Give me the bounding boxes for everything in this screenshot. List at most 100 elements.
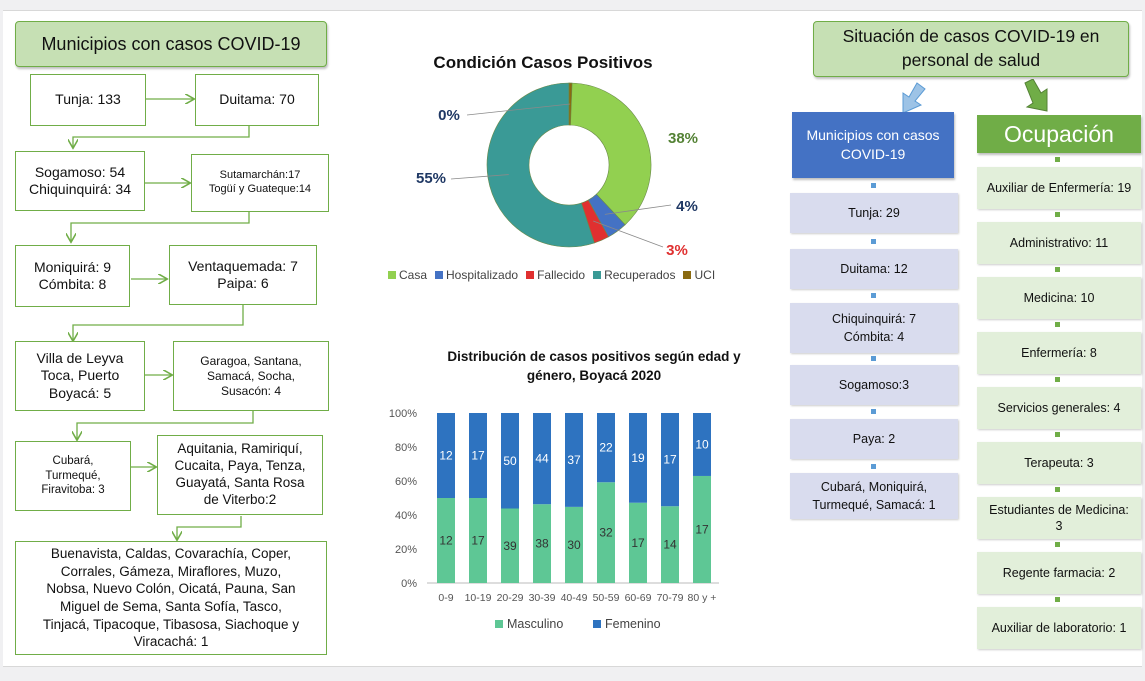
box-sogamoso: Sogamoso: 54 Chiquinquirá: 34 (15, 151, 145, 211)
donut-title: Condición Casos Positivos (433, 53, 653, 72)
y-tick-label: 20% (395, 544, 417, 556)
connector-dot (871, 464, 876, 469)
ocup-estudiantes-medicina: Estudiantes de Medicina: 3 (977, 497, 1141, 539)
green-arrow-icon (1024, 79, 1048, 112)
legend-swatch (388, 271, 396, 279)
legend-label: Hospitalizado (446, 268, 519, 282)
bar-masculino-10-19 (469, 498, 487, 583)
x-tick-label: 30-39 (529, 592, 556, 604)
connector-dot (1055, 377, 1060, 382)
y-tick-label: 60% (395, 476, 417, 488)
data-label-masculino: 17 (631, 536, 645, 550)
donut-leader-line (604, 204, 672, 215)
legend-swatch-masculino (495, 620, 503, 628)
bar-masculino-40-49 (565, 506, 583, 583)
ocupacion-header: Ocupación (977, 115, 1141, 153)
bar-femenino-20-29 (501, 413, 519, 509)
box-duitama: Duitama: 70 (195, 74, 319, 126)
salud-muni-tunja: Tunja: 29 (790, 193, 958, 233)
connector-dot (1055, 597, 1060, 602)
bar-femenino-30-39 (533, 413, 551, 505)
data-label-femenino: 37 (567, 453, 581, 467)
ocup-servicios-generales: Servicios generales: 4 (977, 387, 1141, 429)
connector-dot (1055, 322, 1060, 327)
salud-municipios-header: Municipios con casos COVID-19 (792, 112, 954, 178)
legend-swatch (593, 271, 602, 279)
ocup-auxiliar-laboratorio: Auxiliar de laboratorio: 1 (977, 607, 1141, 649)
ocup-auxiliar-enfermeria: Auxiliar de Enfermería: 19 (977, 167, 1141, 209)
box-moniquira: Moniquirá: 9 Cómbita: 8 (15, 245, 130, 307)
salud-muni-chiquinquira: Chiquinquirá: 7 Cómbita: 4 (790, 303, 958, 353)
salud-muni-sogamoso: Sogamoso:3 (790, 365, 958, 405)
bar-masculino-70-79 (661, 506, 679, 583)
donut-slice-uci (568, 82, 573, 126)
legend-label: Casa (399, 268, 428, 282)
x-tick-label: 10-19 (465, 592, 492, 604)
box-villa-de-leyva: Villa de Leyva Toca, Puerto Boyacá: 5 (15, 341, 145, 411)
bar-masculino-50-59 (597, 482, 615, 583)
ocup-terapeuta: Terapeuta: 3 (977, 442, 1141, 484)
x-tick-label: 20-29 (497, 592, 524, 604)
donut-label-hospitalizado: 4% (676, 198, 698, 215)
legend-item-fallecido: Fallecido (526, 268, 585, 282)
bar-masculino-60-69 (629, 502, 647, 583)
salud-muni-duitama: Duitama: 12 (790, 249, 958, 289)
bar-masculino-0-9 (437, 498, 455, 583)
data-label-femenino: 22 (599, 441, 613, 455)
y-tick-label: 40% (395, 510, 417, 522)
bar-femenino-0-9 (437, 413, 455, 498)
legend-label: UCI (694, 268, 716, 282)
connector-dot (1055, 157, 1060, 162)
legend-item-uci: UCI (683, 268, 715, 282)
x-tick-label: 60-69 (625, 592, 652, 604)
ocup-regente-farmacia: Regente farmacia: 2 (977, 552, 1141, 594)
bar-masculino-20-29 (501, 508, 519, 583)
connector-dot (871, 409, 876, 414)
connector-dot (1055, 542, 1060, 547)
salud-arrows (902, 79, 1048, 114)
legend-swatch-femenino (593, 620, 601, 628)
bar-femenino-10-19 (469, 413, 487, 498)
legend-item-casa: Casa (388, 268, 427, 282)
legend-item-recuperados: Recuperados (593, 268, 675, 282)
legend-label-femenino: Femenino (605, 617, 661, 631)
box-sutamarchan: Sutamarchán:17 Togüí y Guateque:14 (191, 154, 329, 212)
connector-dot (871, 183, 876, 188)
municipios-flow-arrows (3, 11, 254, 666)
legend-swatch (683, 271, 692, 279)
donut-leader-line (466, 103, 571, 116)
connector-dot (1055, 212, 1060, 217)
donut-label-recuperados: 55% (416, 170, 446, 187)
x-tick-label: 0-9 (438, 592, 453, 604)
data-label-femenino: 44 (535, 452, 549, 466)
y-tick-label: 0% (401, 578, 417, 590)
salud-muni-paya: Paya: 2 (790, 419, 958, 459)
legend-swatch (435, 271, 444, 279)
data-label-femenino: 10 (695, 437, 709, 451)
legend-label: Recuperados (604, 268, 676, 282)
x-tick-label: 50-59 (593, 592, 620, 604)
salud-title: Situación de casos COVID-19 en personal … (813, 21, 1129, 77)
municipios-title: Municipios con casos COVID-19 (15, 21, 327, 67)
bar-title: Distribución de casos positivos según ed… (447, 349, 741, 383)
bar-masculino-30-39 (533, 504, 551, 583)
ocup-enfermeria: Enfermería: 8 (977, 332, 1141, 374)
x-tick-label: 80 y + (688, 592, 717, 604)
bar-masculino-80 y + (693, 475, 711, 583)
data-label-femenino: 12 (439, 449, 453, 463)
donut-legend: Casa Hospitalizado Fallecido Recuperados UCI (388, 268, 758, 282)
blue-arrow-icon (902, 82, 926, 114)
data-label-masculino: 14 (663, 538, 677, 552)
data-label-masculino: 38 (535, 537, 549, 551)
box-cubara: Cubará, Turmequé, Firavitoba: 3 (15, 441, 131, 511)
data-label-masculino: 12 (439, 534, 453, 548)
box-buenavista: Buenavista, Caldas, Covarachía, Coper, C… (15, 541, 327, 655)
connector-dot (871, 356, 876, 361)
bar-femenino-60-69 (629, 413, 647, 503)
stacked-bar-chart: 0% 20% 40% 60% 80% 100% 12 12 0-9 17 17 10-19 39 50 20… (389, 408, 719, 631)
data-label-masculino: 17 (471, 534, 485, 548)
ocup-medicina: Medicina: 10 (977, 277, 1141, 319)
x-tick-label: 40-49 (561, 592, 588, 604)
legend-label: Fallecido (537, 268, 586, 282)
connector-dot (1055, 432, 1060, 437)
